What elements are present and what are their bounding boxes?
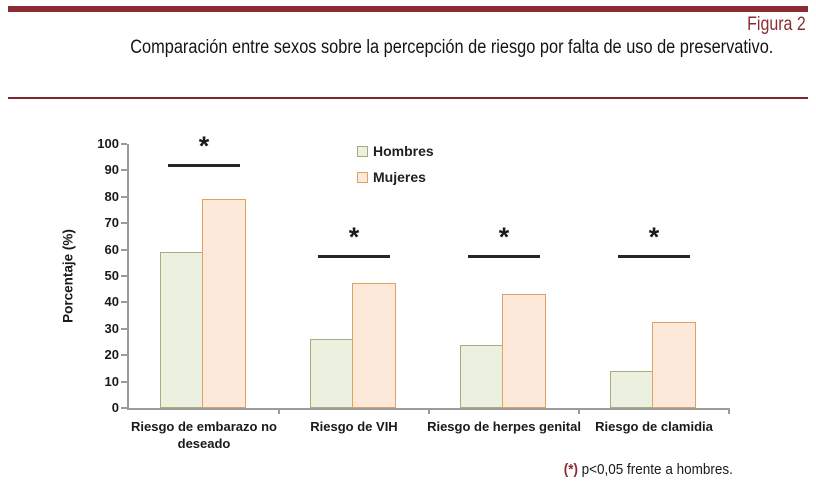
- y-tick-mark: [121, 407, 127, 409]
- significance-asterisk: *: [198, 131, 210, 162]
- y-tick-mark: [121, 354, 127, 357]
- significance-line: [468, 254, 540, 258]
- figure-label: Figura 2: [747, 14, 806, 35]
- footnote-asterisk-marker: (*): [563, 461, 579, 478]
- significance-line: [168, 163, 240, 167]
- legend-label: Hombres: [373, 143, 434, 159]
- x-tick-mark: [278, 408, 280, 414]
- significance-asterisk: *: [498, 222, 510, 253]
- bar-hombres-category-1: [160, 252, 204, 408]
- significance-line: [318, 254, 390, 258]
- bar-chart-plot-area: 0 10 20 30 40 50 60 70 80 90 100 Riesgo de embarazo…: [97, 131, 730, 451]
- y-tick-label: 80: [104, 188, 119, 204]
- bar-hombres-category-4: [610, 371, 654, 408]
- legend-label: Mujeres: [373, 169, 426, 185]
- significance-asterisk: *: [348, 222, 360, 253]
- y-tick-mark: [121, 327, 127, 330]
- header-divider-rule: [8, 97, 808, 99]
- y-tick-mark: [121, 380, 127, 383]
- bar-hombres-category-3: [460, 345, 504, 408]
- chart-legend: Hombres Mujeres: [357, 143, 434, 185]
- x-tick-mark: [728, 408, 730, 414]
- y-tick-mark: [121, 195, 127, 198]
- y-tick-label: 50: [104, 268, 119, 283]
- figure-title: Comparación entre sexos sobre la percepc…: [130, 37, 774, 58]
- x-tick-mark: [428, 408, 430, 414]
- x-category-label: Riesgo de VIH: [310, 419, 398, 434]
- bar-mujeres-category-1: [202, 199, 246, 408]
- y-tick-label: 0: [111, 400, 119, 415]
- y-tick-mark: [121, 275, 127, 277]
- y-tick-label: 100: [97, 136, 119, 151]
- bar-mujeres-category-2: [352, 283, 396, 408]
- y-tick-mark: [121, 169, 127, 172]
- legend-item-mujeres: Mujeres: [357, 169, 434, 185]
- y-tick-mark: [121, 222, 127, 225]
- x-category-label: Riesgo de clamidia: [595, 419, 713, 434]
- y-tick-label: 70: [104, 215, 119, 231]
- y-tick-mark: [121, 301, 127, 304]
- footnote-text: p<0,05 frente a hombres.: [581, 461, 733, 478]
- y-tick-mark: [121, 143, 127, 145]
- y-tick-label: 90: [104, 162, 119, 178]
- y-tick-label: 20: [104, 347, 119, 363]
- y-tick-label: 30: [104, 320, 119, 336]
- y-tick-label: 10: [104, 373, 119, 389]
- significance-asterisk: *: [648, 222, 660, 253]
- bar-mujeres-category-3: [502, 294, 546, 408]
- legend-swatch-mujeres: [357, 171, 368, 183]
- x-tick-mark: [578, 408, 580, 414]
- top-accent-rule: [8, 6, 808, 12]
- legend-swatch-hombres: [357, 145, 368, 157]
- y-tick-mark: [121, 248, 127, 251]
- significance-footnote: (*) p<0,05 frente a hombres.: [564, 461, 733, 478]
- y-axis-title: Porcentaje (%): [60, 229, 76, 323]
- x-category-label: Riesgo de embarazo no deseado: [131, 419, 277, 451]
- bar-mujeres-category-4: [652, 322, 696, 408]
- x-category-label: Riesgo de herpes genital: [427, 419, 581, 434]
- bar-hombres-category-2: [310, 339, 354, 408]
- y-tick-label: 60: [104, 241, 119, 257]
- y-tick-label: 40: [104, 294, 119, 310]
- legend-item-hombres: Hombres: [357, 143, 434, 159]
- significance-line: [618, 254, 690, 258]
